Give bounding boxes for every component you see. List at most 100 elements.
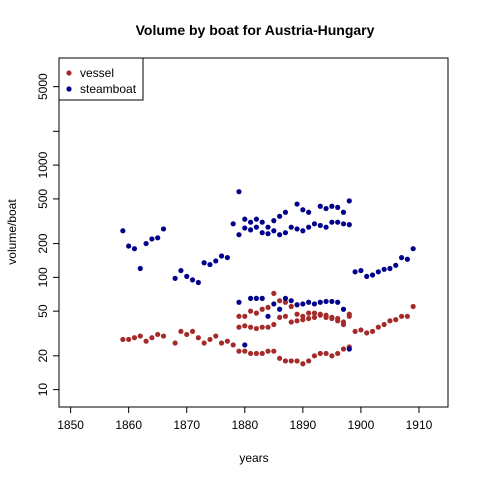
- data-point-steamboat: [189, 277, 196, 283]
- data-point-steamboat: [236, 299, 242, 305]
- data-point-steamboat: [358, 267, 364, 274]
- y-tick-label: 5000: [36, 73, 50, 100]
- data-point-vessel: [213, 333, 219, 339]
- data-point-steamboat: [306, 209, 312, 215]
- data-point-vessel: [271, 321, 277, 328]
- data-point-vessel: [120, 336, 126, 343]
- y-tick-label: 200: [36, 233, 50, 253]
- data-point-vessel: [398, 313, 405, 319]
- data-point-vessel: [253, 350, 260, 357]
- data-point-steamboat: [329, 203, 335, 209]
- data-point-vessel: [160, 333, 167, 339]
- data-point-vessel: [393, 317, 399, 323]
- data-point-vessel: [288, 303, 294, 310]
- data-point-vessel: [282, 313, 289, 319]
- data-point-steamboat: [265, 313, 271, 319]
- data-point-steamboat: [375, 269, 381, 275]
- data-point-vessel: [317, 350, 323, 357]
- y-axis: 10 20 50 100 200 500 1000 5000: [36, 73, 59, 396]
- data-point-steamboat: [306, 299, 312, 305]
- data-point-steamboat: [253, 224, 260, 230]
- data-point-vessel: [207, 336, 213, 343]
- data-point-vessel: [242, 348, 248, 354]
- data-point-vessel: [288, 358, 294, 364]
- data-point-steamboat: [393, 262, 399, 268]
- data-point-vessel: [306, 315, 312, 322]
- data-point-vessel: [300, 361, 306, 367]
- data-point-steamboat: [178, 267, 184, 274]
- data-point-steamboat: [311, 221, 318, 227]
- y-tick-label: 100: [36, 267, 50, 287]
- data-point-steamboat: [160, 226, 167, 232]
- data-point-vessel: [364, 330, 370, 336]
- x-tick-label: 1900: [348, 418, 375, 432]
- data-point-steamboat: [282, 209, 289, 215]
- data-point-steamboat: [300, 228, 306, 234]
- data-point-vessel: [282, 299, 289, 305]
- data-point-vessel: [317, 311, 323, 317]
- data-point-steamboat: [259, 230, 265, 236]
- data-point-vessel: [184, 331, 190, 338]
- data-point-vessel: [311, 314, 318, 320]
- data-point-steamboat: [207, 261, 213, 268]
- data-point-steamboat: [277, 232, 283, 238]
- data-point-steamboat: [369, 272, 376, 278]
- data-point-steamboat: [242, 216, 248, 222]
- data-point-steamboat: [335, 219, 341, 225]
- data-point-steamboat: [294, 302, 300, 308]
- data-point-steamboat: [340, 221, 347, 227]
- y-tick-label: 500: [36, 189, 50, 209]
- data-point-steamboat: [236, 232, 242, 238]
- data-point-steamboat: [247, 227, 254, 233]
- data-point-steamboat: [218, 253, 225, 259]
- data-point-vessel: [300, 313, 306, 319]
- data-point-steamboat: [120, 228, 126, 234]
- data-point-vessel: [253, 310, 260, 316]
- data-point-steamboat: [143, 240, 149, 247]
- data-point-steamboat: [381, 266, 387, 272]
- data-point-steamboat: [126, 243, 132, 249]
- x-tick-label: 1860: [115, 418, 142, 432]
- data-point-steamboat: [323, 224, 329, 230]
- data-point-vessel: [242, 323, 248, 329]
- data-point-vessel: [294, 358, 300, 364]
- data-point-steamboat: [236, 189, 242, 195]
- data-point-steamboat: [317, 222, 323, 229]
- data-point-vessel: [172, 340, 178, 346]
- x-axis-label: years: [239, 451, 268, 465]
- data-point-steamboat: [131, 246, 138, 252]
- data-point-vessel: [369, 328, 376, 335]
- data-point-steamboat: [329, 219, 335, 225]
- data-point-steamboat: [352, 269, 358, 275]
- data-point-vessel: [242, 313, 248, 319]
- x-tick-label: 1910: [406, 418, 433, 432]
- data-point-steamboat: [294, 201, 300, 207]
- data-point-steamboat: [271, 228, 277, 234]
- legend-marker-steamboat: [66, 86, 72, 92]
- data-point-vessel: [247, 324, 254, 330]
- data-point-steamboat: [137, 265, 143, 272]
- data-point-steamboat: [323, 298, 329, 305]
- y-tick-label: 10: [36, 383, 50, 397]
- data-point-vessel: [277, 314, 283, 320]
- data-point-steamboat: [149, 236, 155, 242]
- data-point-steamboat: [155, 235, 161, 241]
- data-point-vessel: [195, 335, 201, 341]
- data-point-vessel: [335, 350, 341, 357]
- data-point-vessel: [404, 313, 410, 319]
- x-axis: 1850 1860 1870 1880 1890 1900 1910: [57, 407, 433, 432]
- data-point-steamboat: [253, 216, 260, 222]
- data-point-vessel: [346, 311, 352, 317]
- data-point-steamboat: [288, 298, 294, 304]
- y-tick-label: 1000: [36, 151, 50, 178]
- data-point-steamboat: [265, 224, 271, 230]
- data-point-vessel: [236, 324, 242, 330]
- data-point-vessel: [387, 318, 393, 324]
- data-point-steamboat: [277, 306, 283, 312]
- data-point-steamboat: [404, 256, 410, 262]
- data-point-vessel: [294, 318, 300, 324]
- legend: vessel steamboat: [58, 57, 144, 101]
- data-point-steamboat: [282, 230, 289, 236]
- data-point-vessel: [259, 306, 265, 312]
- data-point-vessel: [259, 324, 265, 330]
